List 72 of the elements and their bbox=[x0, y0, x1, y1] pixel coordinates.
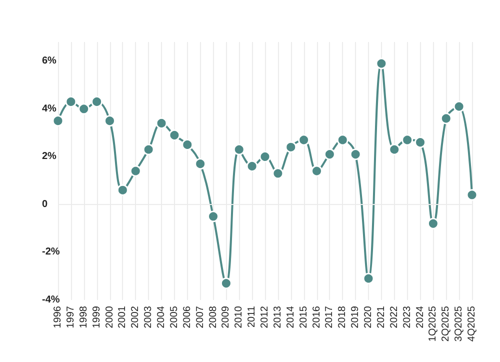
x-tick-label: 2011 bbox=[246, 306, 258, 328]
x-tick-label: 2019 bbox=[350, 306, 362, 328]
x-tick-label: 2006 bbox=[182, 306, 193, 328]
x-tick-label: 3Q2025 bbox=[454, 306, 465, 342]
x-tick-label: 2024 bbox=[414, 306, 426, 328]
x-tick-label: 2023 bbox=[402, 306, 413, 328]
point bbox=[388, 144, 400, 156]
y-tick-label: -4% bbox=[42, 294, 60, 306]
point bbox=[298, 134, 310, 146]
point bbox=[194, 158, 206, 170]
point bbox=[233, 144, 245, 156]
point bbox=[182, 138, 194, 150]
point bbox=[168, 129, 180, 141]
point bbox=[130, 165, 142, 177]
point bbox=[259, 150, 271, 162]
point bbox=[52, 115, 64, 127]
x-tick-label: 1998 bbox=[78, 306, 90, 328]
x-tick-label: 2016 bbox=[311, 306, 322, 328]
x-tick-label: 2012 bbox=[260, 306, 270, 328]
point bbox=[78, 103, 90, 115]
point bbox=[220, 278, 232, 290]
point bbox=[453, 100, 465, 112]
point bbox=[336, 134, 348, 146]
x-tick-label: 1997 bbox=[65, 306, 76, 328]
point bbox=[246, 160, 258, 172]
point bbox=[324, 148, 336, 160]
x-tick-label: 1Q2025 bbox=[428, 306, 439, 342]
point bbox=[376, 58, 388, 70]
x-tick-label: 1999 bbox=[91, 306, 102, 328]
point bbox=[311, 165, 322, 177]
point bbox=[91, 96, 103, 108]
x-tick-label: 2017 bbox=[324, 306, 336, 328]
x-tick-label: 2010 bbox=[234, 306, 245, 328]
point bbox=[402, 134, 414, 146]
point bbox=[466, 189, 478, 201]
x-tick-label: 2007 bbox=[194, 306, 206, 328]
point bbox=[142, 144, 154, 156]
point bbox=[156, 117, 168, 129]
point bbox=[116, 184, 128, 196]
y-tick-label: 0 bbox=[42, 198, 48, 210]
x-tick-label: 2022 bbox=[388, 306, 400, 328]
x-tick-label: 2003 bbox=[143, 306, 154, 328]
x-tick-label: 2013 bbox=[272, 306, 284, 328]
y-tick-label: 2% bbox=[42, 151, 57, 162]
x-tick-label: 2020 bbox=[363, 306, 374, 328]
x-tick-label: 1996 bbox=[52, 306, 64, 328]
point bbox=[350, 148, 362, 160]
x-tick-label: 2Q2025 bbox=[440, 306, 452, 342]
point bbox=[440, 112, 452, 124]
point bbox=[285, 141, 297, 153]
x-tick-label: 2021 bbox=[376, 306, 387, 328]
x-tick-label: 2014 bbox=[285, 306, 296, 328]
x-tick-label: 2008 bbox=[208, 306, 219, 328]
y-tick-label: 6% bbox=[42, 56, 57, 67]
x-tick-label: 2002 bbox=[130, 306, 142, 328]
x-tick-label: 2015 bbox=[298, 306, 310, 328]
y-tick-label: 4% bbox=[42, 103, 57, 114]
x-tick-label: 2000 bbox=[104, 306, 116, 328]
point bbox=[414, 136, 426, 148]
point bbox=[208, 210, 219, 222]
x-tick-label: 2004 bbox=[156, 306, 167, 328]
point bbox=[427, 218, 439, 230]
point bbox=[362, 272, 374, 284]
x-tick-label: 2001 bbox=[117, 306, 128, 328]
point bbox=[65, 96, 77, 108]
x-tick-label: 4Q2025 bbox=[466, 306, 478, 342]
point bbox=[104, 115, 116, 127]
x-tick-label: 2005 bbox=[168, 306, 180, 328]
point bbox=[272, 168, 284, 180]
x-tick-label: 2009 bbox=[220, 306, 232, 328]
x-tick-label: 2018 bbox=[337, 306, 348, 328]
y-tick-label: -2% bbox=[42, 246, 60, 258]
